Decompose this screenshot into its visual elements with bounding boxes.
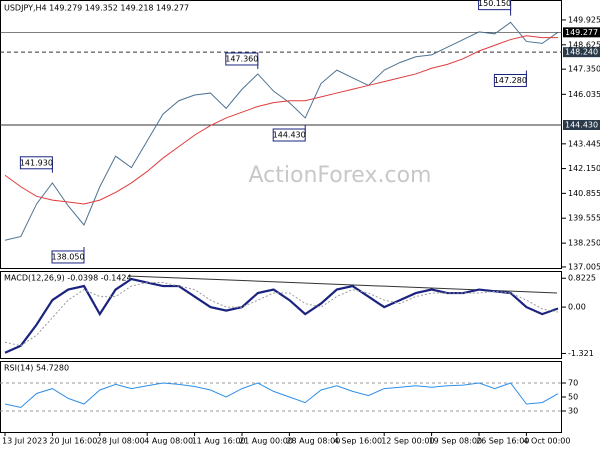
price-header: USDJPY,H4 149.279 149.352 149.218 149.27…: [4, 4, 189, 13]
x-tick-label: 4 Aug 08:00: [144, 437, 193, 446]
x-tick-label: 19 Sep 08:00: [429, 437, 482, 446]
macd-header: MACD(12,26,9) -0.0398 -0.1424: [4, 274, 132, 283]
level-tag: [563, 120, 600, 130]
x-tick-label: 11 Aug 16:00: [192, 437, 246, 446]
level-label: 148.240: [565, 48, 598, 57]
y-tick-label: 140.855: [568, 189, 600, 198]
y-tick-label: 0.8225: [568, 274, 596, 283]
series-line: [4, 282, 559, 347]
x-tick-label: 28 Jul 08:00: [97, 437, 145, 446]
annotation-label: 150.150: [478, 0, 511, 8]
level-tag: [563, 27, 600, 38]
series-line: [4, 35, 558, 205]
series-line: [4, 382, 559, 409]
y-tick-label: 147.350: [568, 65, 600, 74]
y-tick-label: 146.035: [568, 90, 600, 99]
x-tick-label: 4 Sep 16:00: [334, 437, 382, 446]
level-label: 144.430: [565, 121, 598, 130]
series-line: [4, 21, 559, 241]
y-tick-label: 137.005: [568, 262, 600, 271]
y-tick-label: 138.250: [568, 239, 600, 248]
x-tick-label: 21 Aug 00:00: [239, 437, 293, 446]
level-tag: [563, 47, 600, 58]
macd-panel: [0, 271, 562, 359]
y-tick-label: 149.925: [568, 15, 600, 24]
annotation-label: 147.360: [225, 54, 258, 63]
series-line: [4, 277, 559, 354]
y-tick-label: 139.555: [568, 214, 600, 223]
price-panel: [0, 0, 562, 269]
y-tick-label: -1.321: [568, 349, 594, 358]
rsi-panel: [0, 361, 562, 433]
x-tick-label: 20 Jul 16:00: [49, 437, 97, 446]
annotation-label: 147.280: [494, 76, 527, 85]
x-tick-label: 4 Oct 00:00: [523, 437, 570, 446]
x-tick-label: 28 Aug 08:00: [286, 437, 340, 446]
annotation-label: 138.050: [51, 252, 84, 261]
y-tick-label: 50: [568, 393, 578, 402]
y-tick-label: 148.625: [568, 40, 600, 49]
annotation-label: 144.430: [273, 131, 306, 140]
x-tick-label: 26 Sep 16:00: [476, 437, 529, 446]
annotation-label: 141.930: [20, 158, 53, 167]
x-tick-label: 12 Sep 00:00: [381, 437, 434, 446]
y-tick-label: 143.445: [568, 139, 600, 148]
watermark: ActionForex.com: [249, 163, 432, 188]
x-tick-label: 13 Jul 2023: [2, 437, 47, 446]
annotation-box: [493, 74, 527, 88]
annotation-box: [225, 52, 259, 66]
annotation-box: [51, 250, 85, 264]
annotation-box: [478, 0, 512, 11]
y-tick-label: 30: [568, 407, 578, 416]
rsi-header: RSI(14) 54.7280: [4, 364, 69, 373]
annotation-box: [272, 128, 306, 142]
level-label: 149.277: [565, 28, 598, 37]
annotation-box: [19, 156, 53, 170]
y-tick-label: 142.150: [568, 164, 600, 173]
y-tick-label: 70: [568, 379, 578, 388]
y-tick-label: 0.00: [568, 303, 586, 312]
